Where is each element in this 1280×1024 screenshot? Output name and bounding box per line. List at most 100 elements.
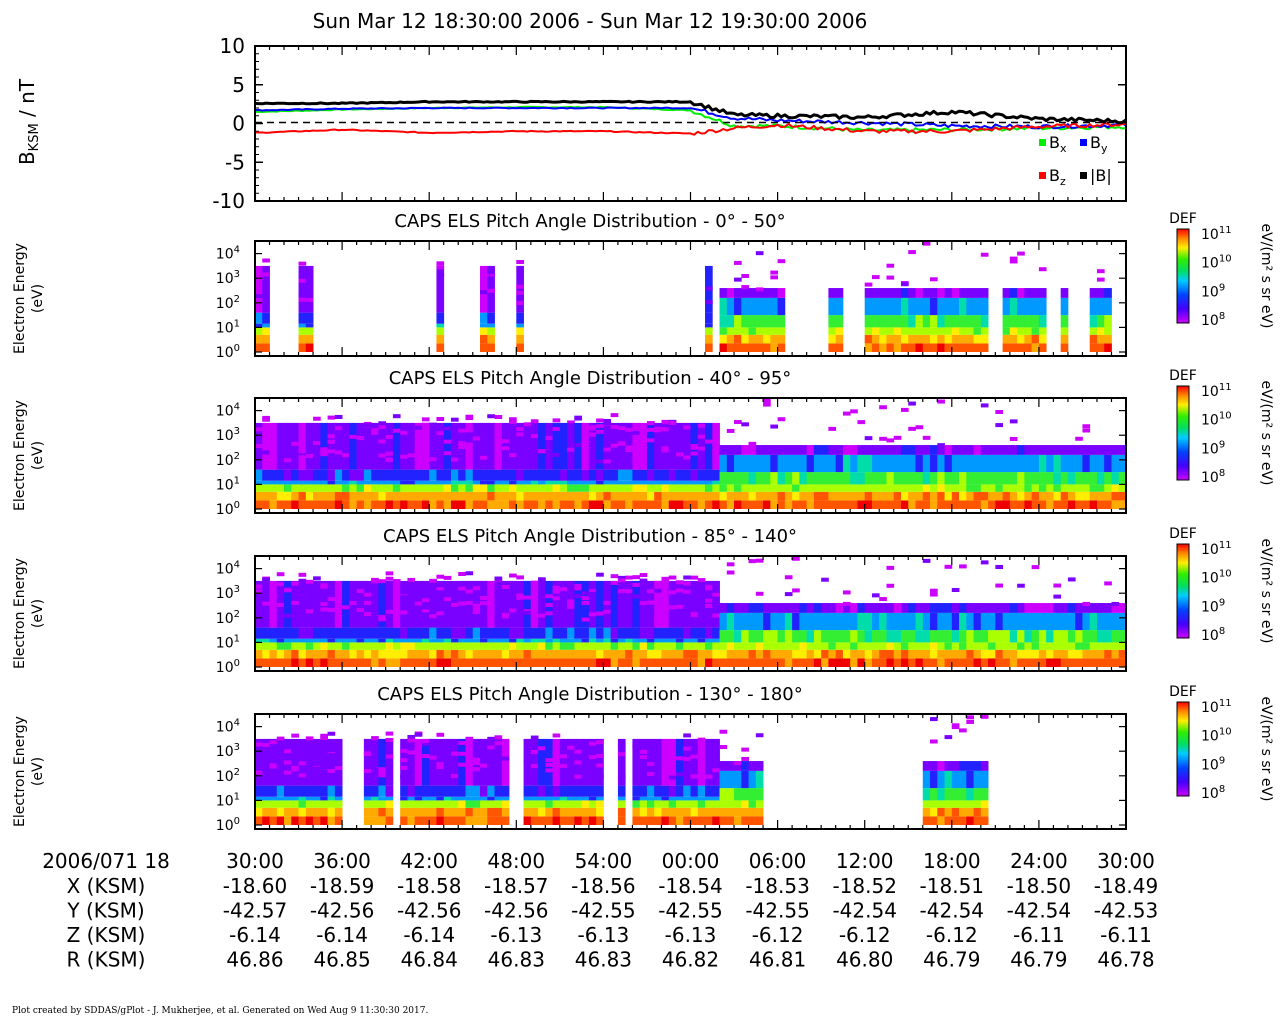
spectrogram-cell [835, 491, 844, 501]
spectrogram-cell [530, 638, 539, 643]
spectrogram-cell [320, 738, 328, 786]
spectrogram-cell [1075, 491, 1083, 501]
spectrogram-cell [646, 491, 655, 501]
spectrogram-cell [378, 642, 387, 650]
ephemeris-value: -6.12 [926, 923, 978, 947]
spectrogram-speckle [770, 424, 778, 429]
spectrogram-speckle [262, 258, 270, 263]
spectrogram-cell [371, 484, 379, 492]
spectrogram-cell [567, 807, 575, 817]
spectrogram-cell [1002, 658, 1011, 667]
spectrogram-speckle [429, 755, 437, 760]
time-tick-label: 12:00 [836, 849, 894, 873]
spectrogram-cell [988, 612, 996, 631]
spectrogram-cell [639, 807, 648, 817]
spectrogram-cell [668, 796, 677, 801]
spectrogram-cell [690, 796, 699, 801]
spectrogram-cell [770, 445, 778, 455]
spectrogram-cell [712, 807, 720, 817]
spectrogram-speckle [646, 438, 655, 443]
spectrogram-cell [1111, 658, 1120, 667]
spectrogram-cell [1024, 334, 1033, 344]
energy-tick-label: 104 [216, 402, 240, 420]
spectrogram-cell [284, 484, 292, 492]
spectrogram-cell [741, 603, 749, 613]
spectrogram-cell [1082, 658, 1091, 667]
spectrogram-cell [922, 472, 931, 485]
spectrogram-cell [567, 500, 575, 509]
spectrogram-speckle [262, 272, 270, 277]
spectrogram-cell [1096, 642, 1105, 650]
spectrogram-cell [327, 469, 336, 481]
spectrogram-cell [443, 422, 452, 470]
spectrogram-speckle [436, 763, 445, 768]
spectrogram-cell [799, 500, 808, 509]
spectrogram-speckle [603, 419, 612, 423]
spectrogram-cell [777, 491, 786, 501]
spectrogram-speckle [378, 773, 387, 778]
spectrogram-cell [893, 484, 902, 492]
spectrogram-speckle [668, 605, 677, 610]
spectrogram-cell [741, 327, 749, 335]
spectrogram-speckle [320, 601, 328, 606]
spectrogram-speckle [697, 446, 706, 451]
spectrogram-cell [349, 638, 358, 643]
spectrogram-cell [632, 649, 641, 659]
spectrogram-cell [770, 603, 778, 613]
spectrogram-cell [414, 649, 423, 659]
spectrogram-cell [1082, 491, 1091, 501]
spectrogram-speckle [581, 600, 590, 605]
spectrogram-cell [893, 612, 902, 631]
spectrogram-cell [1017, 630, 1025, 643]
spectrogram-speckle [363, 768, 372, 773]
spectrogram-cell [552, 658, 561, 667]
spectrogram-cell [487, 312, 495, 324]
spectrogram-cell [1082, 472, 1091, 485]
spectrogram-cell [255, 323, 263, 328]
spectrogram-cell [1053, 500, 1062, 509]
spectrogram-cell [951, 445, 960, 455]
spectrogram-speckle [298, 578, 307, 583]
spectrogram-cell [436, 484, 445, 492]
spectrogram-cell [603, 491, 612, 501]
spectrogram-speckle [596, 753, 604, 758]
spectrogram-speckle [821, 577, 829, 582]
spectrogram-speckle [980, 403, 989, 408]
spectrogram-speckle [646, 427, 655, 432]
spectrogram-cell [429, 480, 437, 485]
spectrogram-cell [574, 484, 583, 492]
spectrogram-cell [741, 484, 749, 492]
spectrogram-cell [755, 454, 764, 473]
spectrogram-cell [900, 612, 909, 631]
spectrogram-cell [458, 469, 466, 481]
spectrogram-cell [334, 807, 343, 817]
spectrogram-cell [763, 612, 771, 631]
spectrogram-cell [581, 491, 590, 501]
spectrogram-cell [980, 800, 989, 808]
spectrogram-cell [407, 484, 416, 492]
spectrogram-cell [646, 800, 655, 808]
spectrogram-speckle [371, 765, 379, 770]
spectrogram-cell [755, 800, 764, 808]
spectrogram-cell [472, 480, 481, 485]
spectrogram-cell [835, 343, 844, 352]
energy-axis-label-line2: (eV) [30, 284, 46, 313]
mag-y-axis-label: BKSM / nT [15, 78, 42, 165]
spectrogram-cell [581, 642, 590, 650]
spectrogram-speckle [436, 574, 445, 579]
spectrogram-cell [1118, 612, 1127, 631]
spectrogram-cell [712, 649, 720, 659]
spectrogram-cell [305, 312, 314, 324]
spectrogram-cell [944, 288, 953, 298]
spectrogram-speckle [617, 774, 626, 779]
spectrogram-cell [421, 627, 430, 639]
spectrogram-cell [661, 642, 670, 650]
spectrogram-cell [538, 785, 546, 797]
spectrogram-cell [748, 603, 757, 613]
spectrogram-cell [443, 816, 452, 825]
spectrogram-cell [668, 627, 677, 639]
spectrogram-cell [966, 603, 974, 613]
spectrogram-speckle [1082, 424, 1091, 429]
spectrogram-cell [966, 288, 974, 298]
spectrogram-speckle [603, 421, 612, 426]
